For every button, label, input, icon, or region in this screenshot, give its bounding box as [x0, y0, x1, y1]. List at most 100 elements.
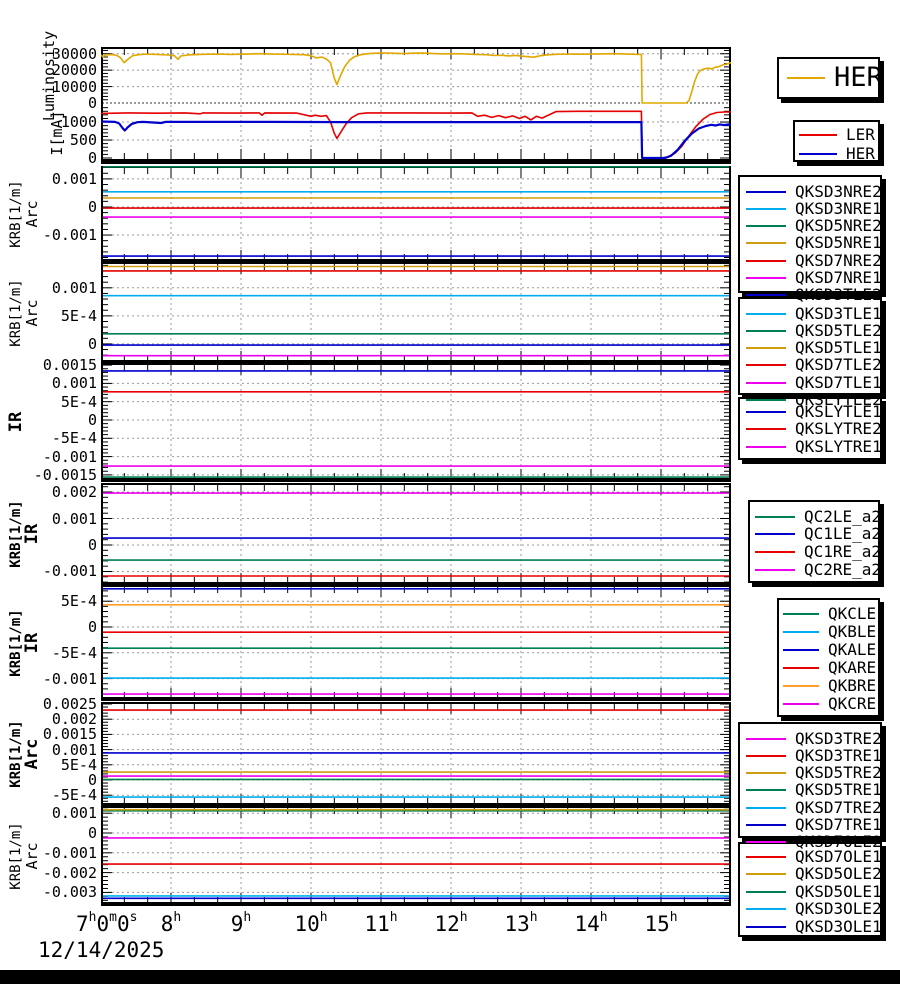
legend-label: QKSD5OLE2 [795, 864, 882, 883]
legend-item-QC1LE_a2: QC1LE_a2 [755, 524, 881, 543]
legend-line-sample [746, 855, 786, 858]
legend-item-QKSLYTLE2: QKSLYTLE2 [746, 390, 882, 409]
legend-label: QKSD7TLE2 [795, 355, 882, 375]
legend-label: QC1LE_a2 [804, 524, 882, 544]
legend-line-sample [746, 772, 786, 775]
ytick-label: 0.002 [51, 483, 97, 501]
legend-label: QKSLYTLE1 [795, 401, 882, 421]
legend-label: QKSD7OLE1 [795, 846, 882, 866]
legend-label: QC2LE_a2 [804, 506, 882, 526]
ytick-label: 20000 [51, 61, 97, 80]
panel-separator [101, 697, 731, 701]
legend-item-QKSD5OLE1: QKSD5OLE1 [746, 881, 882, 900]
ytick-label: 0.002 [51, 710, 97, 729]
legend-item-QKSD5TRE1: QKSD5TRE1 [746, 780, 882, 799]
legend-item-QKCRE: QKCRE [783, 693, 876, 712]
legend-label: QKSLYTRE1 [795, 436, 882, 456]
legend-line-sample [746, 925, 786, 928]
ytick-label: -0.001 [42, 447, 97, 466]
legend-item-QKSD3TLE1: QKSD3TLE1 [746, 303, 882, 322]
legend-line-sample [799, 152, 837, 155]
legend-item-QKSD7TLE1: QKSD7TLE1 [746, 372, 882, 391]
plot-panel-krb-arc-tle [101, 262, 731, 363]
legend-shadow [880, 504, 884, 587]
legend-item-QKSD5TLE1: QKSD5TLE1 [746, 338, 882, 357]
legend-item-QKSLYTRE1: QKSLYTRE1 [746, 436, 882, 455]
legend-line-sample [746, 754, 786, 757]
plot-panel-krb-arc-tre [101, 702, 731, 806]
legend-line-sample [746, 873, 786, 875]
plot-panel-current [101, 104, 731, 161]
ytick-label: -0.001 [42, 562, 97, 581]
legend-line-sample [746, 329, 786, 332]
legend-line-sample [783, 666, 819, 669]
legend-shadow [742, 460, 886, 464]
legend-item-QKBRE: QKBRE [783, 675, 876, 694]
ytick-label: -0.0015 [33, 465, 97, 484]
panel-separator [101, 360, 731, 364]
x-label-hour-8: 8h [160, 910, 182, 936]
legend-box-6 [777, 598, 880, 717]
ytick-label: 0.0015 [42, 725, 97, 744]
legend-line-sample [746, 312, 786, 315]
legend-label: QKSD3TLE2 [795, 285, 882, 305]
panel-separator [101, 259, 731, 263]
legend-item-QKSD3OLE1: QKSD3OLE1 [746, 916, 882, 935]
legend-shadow [882, 726, 886, 842]
legend-label: HER [834, 62, 883, 93]
ytick-label: 0 [87, 771, 97, 789]
legend-shadow [742, 838, 886, 842]
x-label-hour-14: 14h [574, 910, 608, 936]
legend-line-sample [746, 806, 786, 809]
x-label-hour-9: 9h [230, 910, 252, 936]
legend-label: QKSD3OLE2 [795, 899, 882, 918]
legend-item-QKSD7TLE2: QKSD7TLE2 [746, 355, 882, 374]
legend-item-HER: HER [787, 64, 883, 91]
ytick-label: 0.001 [51, 278, 97, 297]
legend-label: QKSD3TRE2 [795, 728, 882, 748]
legend-line-sample [783, 702, 819, 705]
legend-line-sample [746, 890, 786, 893]
legend-line-sample [783, 612, 819, 615]
legend-box-5 [748, 500, 880, 583]
legend-shadow [882, 301, 886, 399]
panel-separator [101, 160, 731, 164]
legend-label: QKSD3OLE1 [795, 916, 882, 936]
legend-line-sample [783, 684, 819, 687]
legend-item-QKSD3OLE2: QKSD3OLE2 [746, 899, 882, 918]
legend-label: QKSD7TRE1 [795, 815, 882, 834]
legend-label: QKSD5TRE2 [795, 763, 882, 783]
legend-shadow [880, 61, 884, 103]
legend-line-sample [746, 410, 786, 413]
legend-label: QKSD5TLE1 [795, 338, 882, 358]
legend-label: QKSD7NRE2 [795, 250, 882, 270]
plot-panel-krb-ir-qk [101, 585, 731, 700]
legend-shadow [882, 846, 886, 941]
legend-item-QKBLE: QKBLE [783, 621, 876, 640]
ytick-label: 0 [87, 824, 97, 842]
legend-line-sample [787, 76, 825, 79]
date-label: 12/14/2025 [38, 938, 165, 962]
plot-panel-krb-arc-nre [101, 166, 731, 262]
ytick-label: -5E-4 [51, 786, 97, 805]
legend-shadow [781, 717, 884, 721]
legend-line-sample [799, 133, 837, 136]
y-axis-label-current: I[mA] [48, 109, 66, 156]
ytick-label: 5E-4 [60, 392, 97, 411]
plot-panel-krb-ir-ly [101, 363, 731, 481]
panel-separator [101, 803, 731, 807]
legend-line-sample [746, 789, 786, 792]
legend-label: LER [846, 124, 875, 144]
ytick-label: -0.003 [42, 883, 97, 902]
legend-shadow [880, 124, 884, 166]
x-label-hour-13: 13h [504, 910, 538, 936]
legend-label: QKSLYTRE2 [795, 419, 882, 438]
ytick-label: -5E-4 [51, 429, 97, 448]
ytick-label: 0 [87, 197, 97, 216]
legend-label: QKSD5TLE2 [795, 320, 882, 340]
legend-shadow [880, 602, 884, 721]
ytick-label: 0.001 [51, 804, 97, 823]
x-label-hour-10: 10h [294, 910, 328, 936]
legend-line-sample [746, 225, 786, 228]
ytick-label: 0.001 [51, 374, 97, 393]
